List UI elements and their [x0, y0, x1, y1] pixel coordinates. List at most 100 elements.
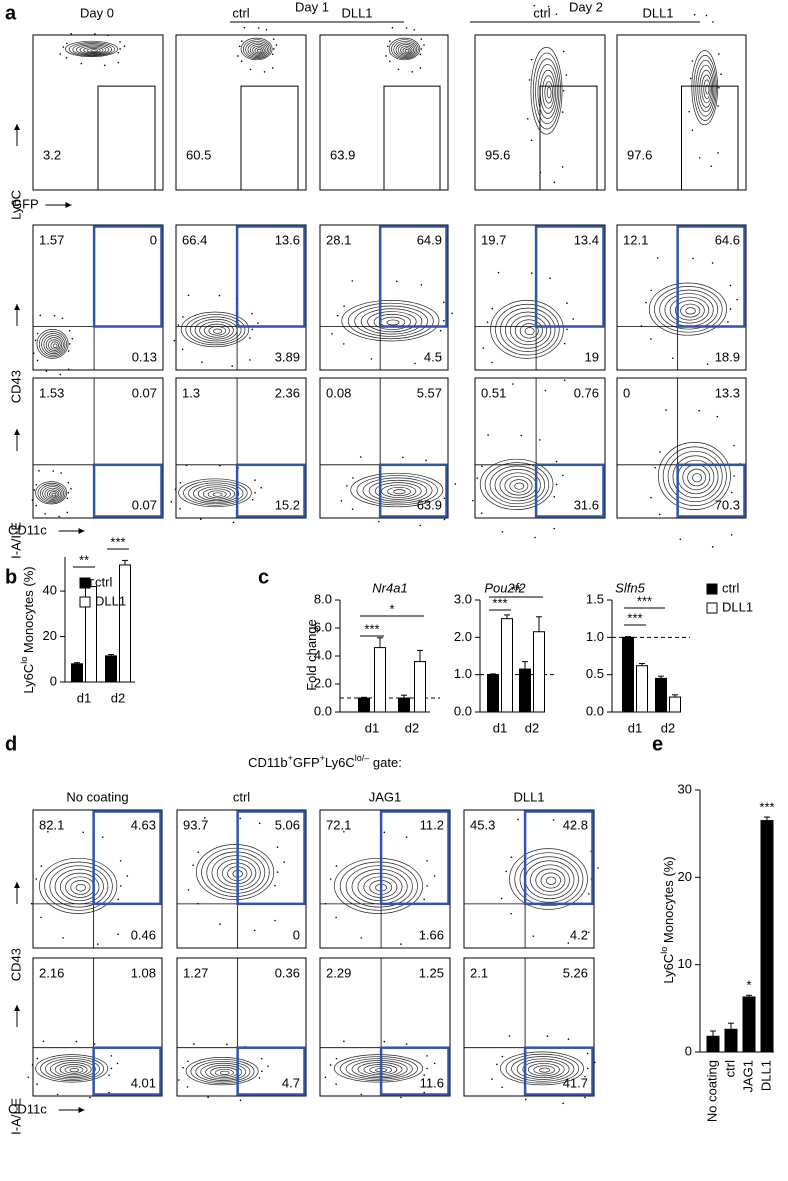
gate-percent: 41.7: [563, 1075, 588, 1090]
event-dot: [501, 1086, 503, 1089]
event-dot: [717, 152, 719, 154]
event-dot: [119, 48, 121, 50]
event-dot: [240, 40, 243, 42]
gate-percent: 97.6: [627, 147, 652, 162]
contour: [505, 1053, 580, 1084]
gate-percent: 1.57: [39, 232, 64, 247]
contour: [524, 860, 575, 900]
contour: [54, 869, 104, 905]
gate: [379, 810, 450, 906]
event-dot: [60, 472, 62, 474]
event-dot: [33, 489, 36, 491]
axis-label: CD11c: [8, 522, 47, 537]
event-dot: [433, 875, 436, 877]
event-dot: [272, 48, 275, 50]
event-dot: [730, 491, 733, 494]
event-dot: [720, 73, 722, 76]
event-dot: [423, 898, 425, 901]
bar: [636, 665, 648, 713]
event-dot: [258, 822, 261, 825]
event-dot: [261, 1070, 263, 1072]
flow-plot: [175, 224, 307, 371]
event-dot: [597, 867, 599, 869]
y-tick-label: 0.0: [454, 703, 472, 718]
event-dot: [218, 464, 221, 467]
contour: [205, 1064, 243, 1080]
contour: [75, 883, 86, 892]
event-dot: [561, 111, 564, 113]
event-dot: [584, 1096, 586, 1099]
column-header: DLL1: [513, 789, 544, 804]
event-dot: [232, 521, 235, 524]
contour: [362, 477, 433, 504]
bar: [501, 618, 513, 713]
event-dot: [271, 67, 274, 69]
event-dot: [555, 13, 558, 15]
event-dot: [530, 272, 533, 274]
event-dot: [31, 1064, 34, 1066]
y-tick-label: 4.0: [314, 647, 332, 662]
flow-plot: [32, 377, 164, 519]
event-dot: [443, 518, 446, 521]
event-dot: [329, 1064, 332, 1066]
contour: [45, 1058, 100, 1080]
event-dot: [552, 819, 555, 821]
contour: [519, 323, 539, 339]
event-dot: [192, 864, 194, 867]
event-dot: [563, 379, 566, 382]
event-dot: [207, 1096, 209, 1098]
contour: [672, 455, 719, 499]
contour: [360, 308, 423, 335]
contour: [79, 45, 107, 55]
contour: [500, 1051, 584, 1086]
contour: [495, 303, 560, 356]
contour: [72, 43, 113, 56]
event-dot: [93, 1043, 96, 1045]
event-dot: [512, 383, 514, 385]
event-dot: [426, 1055, 428, 1057]
contour: [402, 47, 411, 54]
event-dot: [359, 456, 362, 458]
event-dot: [716, 415, 719, 418]
contour: [532, 52, 561, 130]
event-dot: [565, 74, 568, 76]
event-dot: [391, 26, 394, 29]
contour: [83, 46, 104, 54]
contour: [695, 59, 716, 117]
event-dot: [730, 534, 733, 536]
label-part: CD11b: [248, 755, 288, 770]
significance: *: [746, 978, 751, 993]
gate: [236, 1046, 306, 1096]
event-dot: [510, 856, 513, 859]
contour: [537, 64, 558, 120]
event-dot: [249, 359, 251, 361]
gate-percent: 0: [293, 927, 300, 942]
gate-percent: 0.07: [132, 497, 157, 512]
event-dot: [335, 865, 338, 867]
column-header: Day 2: [569, 0, 603, 14]
bar: [358, 697, 370, 713]
event-dot: [66, 497, 69, 500]
event-dot: [117, 898, 119, 901]
gate-percent: 19.7: [481, 232, 506, 247]
flow-plot: [474, 224, 606, 371]
gate-percent: 1.3: [182, 385, 200, 400]
event-dot: [572, 318, 575, 320]
gate-percent: 82.1: [39, 817, 64, 832]
column-header: ctrl: [233, 789, 250, 804]
contour: [197, 486, 236, 502]
event-dot: [487, 434, 489, 436]
event-dot: [40, 916, 42, 919]
flow-plot: [319, 224, 449, 371]
contour: [397, 44, 415, 56]
event-dot: [53, 314, 56, 317]
contour: [499, 472, 537, 499]
event-dot: [254, 479, 256, 481]
event-dot: [197, 851, 200, 854]
contour: [208, 326, 227, 336]
flow-plot: [176, 809, 307, 949]
legend-label: DLL1: [95, 593, 126, 608]
contour: [49, 865, 109, 908]
contour: [693, 55, 717, 121]
